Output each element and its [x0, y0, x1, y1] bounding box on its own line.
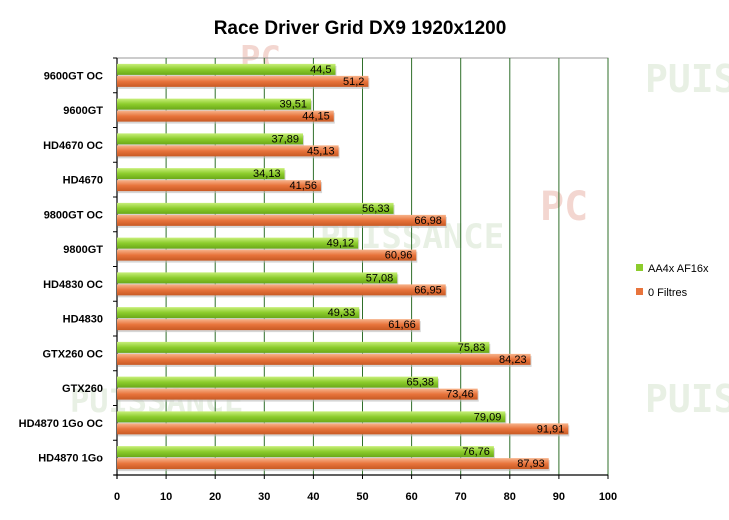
data-label: 65,38	[406, 377, 434, 389]
bar	[117, 411, 506, 423]
watermark-text: PUIS	[645, 57, 729, 101]
data-label: 34,13	[253, 168, 281, 180]
category-label: HD4670 OC	[43, 140, 103, 152]
bar	[117, 75, 369, 87]
bar	[117, 388, 478, 400]
data-label: 61,66	[388, 319, 416, 331]
data-label: 56,33	[362, 203, 390, 215]
bar	[117, 214, 446, 226]
category-label: 9600GT OC	[44, 70, 103, 82]
category-label: HD4870 1Go OC	[19, 418, 103, 430]
category-label: GTX260 OC	[42, 348, 103, 360]
bar	[117, 249, 417, 261]
legend-swatch-aa4x	[636, 264, 643, 271]
x-tick-label: 30	[258, 491, 270, 503]
category-label: HD4670	[63, 175, 103, 187]
data-label: 66,95	[414, 284, 442, 296]
legend-swatch-0-filtres	[636, 288, 643, 295]
bar	[117, 110, 334, 122]
x-tick-label: 70	[455, 491, 467, 503]
bar	[117, 180, 322, 192]
data-label: 49,33	[328, 307, 356, 319]
x-tick-label: 40	[307, 491, 319, 503]
data-label: 76,76	[462, 446, 490, 458]
x-tick-label: 50	[356, 491, 368, 503]
bar	[117, 341, 490, 353]
category-label: GTX260	[62, 383, 103, 395]
data-label: 44,5	[310, 64, 331, 76]
data-label: 44,15	[302, 111, 330, 123]
bar	[117, 376, 439, 388]
bar	[117, 98, 311, 110]
legend-label-aa4x: AA4x AF16x	[648, 263, 709, 275]
category-labels: 9600GT OC 9600GT HD4670 OC HD4670 9800GT OC 9…	[19, 70, 104, 464]
chart-title: Race Driver Grid DX9 1920x1200	[214, 18, 507, 39]
data-label: 73,46	[446, 389, 474, 401]
x-tick-label: 90	[553, 491, 565, 503]
bar	[117, 458, 549, 470]
watermark-text: PUIS	[645, 377, 729, 421]
legend-label-0-filtres: 0 Filtres	[648, 287, 688, 299]
x-tick-label: 0	[114, 491, 120, 503]
bar	[117, 284, 446, 296]
data-label: 51,2	[343, 76, 364, 88]
x-tick-label: 60	[405, 491, 417, 503]
data-label: 87,93	[517, 458, 545, 470]
x-tick-labels: 0 10 20 30 40 50 60 70 80 90 100	[114, 475, 617, 503]
legend: AA4x AF16x 0 Filtres	[636, 263, 709, 299]
category-label: 9800GT	[63, 244, 103, 256]
category-label: HD4870 1Go	[38, 453, 103, 465]
bar	[117, 145, 339, 157]
bar	[117, 168, 285, 180]
x-tick-label: 100	[599, 491, 617, 503]
data-label: 84,23	[499, 354, 527, 366]
data-label: 37,89	[272, 133, 300, 145]
bar	[117, 446, 494, 458]
bar	[117, 353, 531, 365]
category-label: HD4830	[63, 314, 103, 326]
data-label: 79,09	[474, 411, 502, 423]
data-label: 66,98	[414, 215, 442, 227]
bar	[117, 307, 360, 319]
category-label: 9800GT OC	[44, 209, 103, 221]
grid-layer	[113, 57, 609, 479]
data-label: 75,83	[458, 342, 486, 354]
bar	[117, 133, 304, 145]
bar	[117, 423, 569, 435]
x-tick-label: 10	[160, 491, 172, 503]
x-tick-label: 80	[504, 491, 516, 503]
bar	[117, 237, 359, 249]
bar	[117, 202, 394, 214]
watermark-text: PC	[540, 184, 588, 230]
bar	[117, 63, 336, 75]
data-label: 45,13	[307, 145, 335, 157]
data-label: 60,96	[385, 250, 413, 262]
data-label: 39,51	[279, 99, 307, 111]
data-label: 41,56	[290, 180, 318, 192]
bar	[117, 319, 420, 331]
data-label: 91,91	[537, 423, 565, 435]
category-label: 9600GT	[63, 105, 103, 117]
bar	[117, 272, 398, 284]
data-label: 57,08	[366, 272, 394, 284]
x-tick-label: 20	[209, 491, 221, 503]
data-label: 49,12	[327, 238, 355, 250]
category-label: HD4830 OC	[43, 279, 103, 291]
